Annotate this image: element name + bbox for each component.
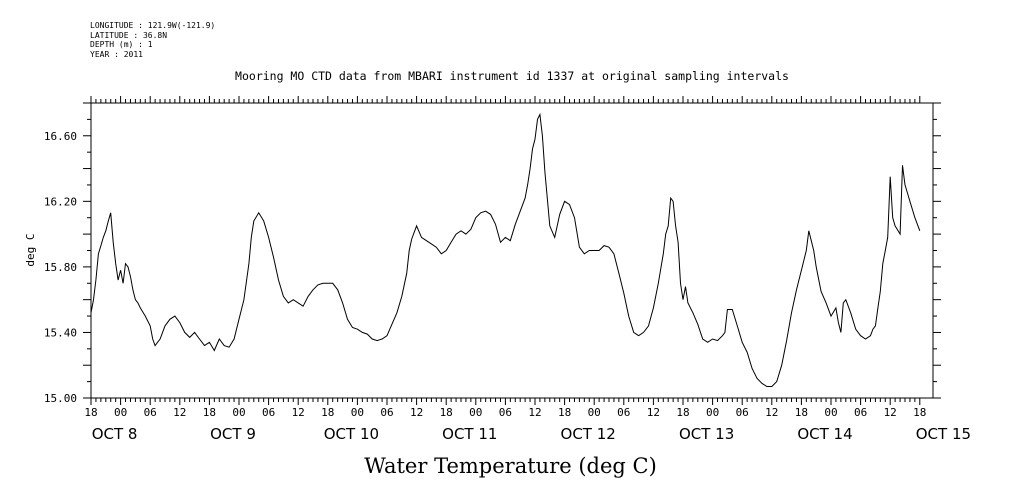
x-tick-label: 06 <box>499 406 512 419</box>
x-tick-label: 12 <box>173 406 186 419</box>
x-tick-label: 06 <box>736 406 749 419</box>
x-day-label: OCT 10 <box>324 425 379 443</box>
x-tick-label: 18 <box>84 406 97 419</box>
x-day-label: OCT 13 <box>679 425 734 443</box>
y-tick-label: 16.60 <box>44 130 77 143</box>
x-tick-label: 06 <box>380 406 393 419</box>
x-tick-label: 00 <box>824 406 837 419</box>
meta-latitude: LATITUDE : 36.8N <box>90 30 168 40</box>
x-day-label: OCT 15 <box>916 425 971 443</box>
x-tick-label: 18 <box>440 406 453 419</box>
x-day-label: OCT 14 <box>797 425 852 443</box>
x-tick-label: 06 <box>854 406 867 419</box>
x-day-label: OCT 9 <box>210 425 256 443</box>
x-tick-label: 18 <box>676 406 689 419</box>
x-tick-label: 00 <box>588 406 601 419</box>
meta-longitude: LONGITUDE : 121.9W(-121.9) <box>90 21 216 30</box>
meta-depth: DEPTH (m) : 1 <box>90 40 153 50</box>
x-tick-label: 00 <box>114 406 127 419</box>
x-tick-label: 00 <box>351 406 364 419</box>
series-line <box>90 112 921 387</box>
x-tick-label: 12 <box>410 406 423 419</box>
meta-year: YEAR : 2011 <box>90 49 143 59</box>
x-day-label: OCT 8 <box>92 425 138 443</box>
x-axis-label: Water Temperature (deg C) <box>364 454 657 478</box>
x-tick-label: 00 <box>232 406 245 419</box>
x-tick-label: 06 <box>262 406 275 419</box>
y-tick-label: 15.40 <box>44 326 77 339</box>
x-day-label: OCT 12 <box>561 425 616 443</box>
x-tick-label: 12 <box>884 406 897 419</box>
y-axis-label: deg C <box>24 233 37 266</box>
x-tick-label: 06 <box>144 406 157 419</box>
x-day-label: OCT 11 <box>442 425 497 443</box>
chart-title: Mooring MO CTD data from MBARI instrumen… <box>235 69 789 83</box>
metadata-block: LONGITUDE : 121.9W(-121.9) LATITUDE : 36… <box>90 21 215 59</box>
y-tick-label: 16.20 <box>44 195 77 208</box>
x-tick-label: 18 <box>558 406 571 419</box>
x-tick-label: 12 <box>292 406 305 419</box>
y-tick-label: 15.00 <box>44 392 77 405</box>
y-tick-label: 15.80 <box>44 261 77 274</box>
x-tick-label: 00 <box>469 406 482 419</box>
x-tick-label: 06 <box>617 406 630 419</box>
x-tick-label: 12 <box>528 406 541 419</box>
x-tick-label: 18 <box>321 406 334 419</box>
x-tick-label: 18 <box>203 406 216 419</box>
x-tick-label: 18 <box>795 406 808 419</box>
x-tick-label: 18 <box>913 406 926 419</box>
x-tick-label: 00 <box>706 406 719 419</box>
x-tick-label: 12 <box>647 406 660 419</box>
x-tick-label: 12 <box>765 406 778 419</box>
